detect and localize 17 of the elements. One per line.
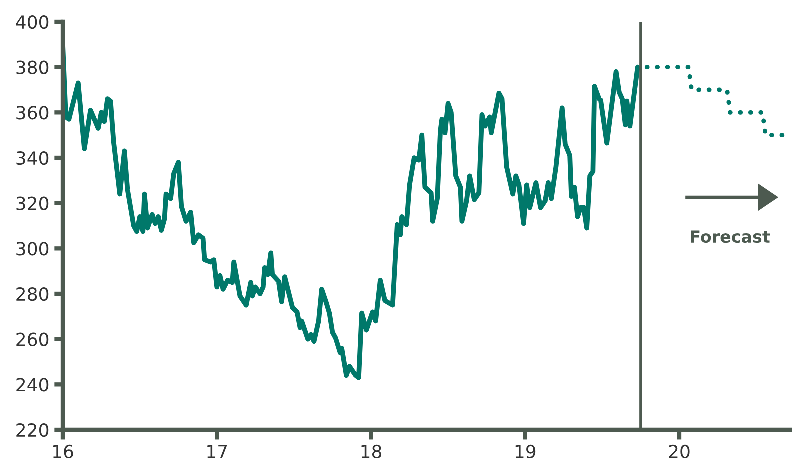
x-tick-label: 19 (516, 444, 536, 459)
line-series (63, 42, 640, 380)
y-tick-label: 320 (16, 196, 49, 210)
y-tick-label: 240 (16, 378, 49, 392)
x-tick-label: 20 (669, 444, 690, 459)
y-tick-label: 400 (16, 15, 49, 30)
y-tick-label: 300 (16, 242, 49, 256)
y-tick-label: 360 (16, 106, 49, 120)
x-tick-label: 18 (362, 444, 382, 459)
x-tick-label: 16 (53, 444, 74, 459)
annotation: Forecast (691, 230, 770, 244)
y-tick-label: 280 (16, 287, 49, 302)
y-tick-label: 340 (16, 151, 49, 166)
x-tick-label: 17 (208, 445, 228, 458)
y-tick-label: 380 (16, 60, 49, 74)
y-tick-label: 260 (16, 332, 49, 346)
y-tick-label: 220 (16, 423, 49, 438)
